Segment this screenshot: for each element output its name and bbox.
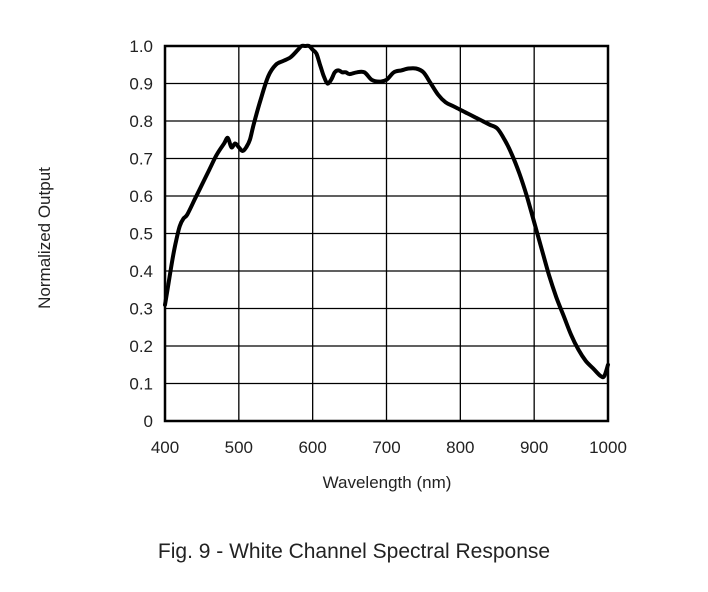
y-tick-label: 0	[144, 412, 153, 431]
y-tick-label: 0.8	[129, 112, 153, 131]
grid-lines	[164, 45, 609, 422]
x-axis-label: Wavelength (nm)	[323, 473, 452, 492]
y-tick-label: 0.9	[129, 75, 153, 94]
x-tick-labels: 400 500 600 700 800 900 1000	[151, 438, 627, 457]
plot-frame	[163, 44, 610, 423]
x-tick-label: 400	[151, 438, 179, 457]
y-tick-label: 0.1	[129, 375, 153, 394]
series-line	[163, 43, 610, 380]
y-tick-label: 0.6	[129, 187, 153, 206]
y-tick-label: 0.2	[129, 337, 153, 356]
figure-caption: Fig. 9 - White Channel Spectral Response	[157, 540, 551, 563]
y-tick-label: 0.7	[129, 150, 153, 169]
y-tick-label: 0.4	[129, 262, 153, 281]
x-tick-label: 800	[446, 438, 474, 457]
x-tick-label: 600	[298, 438, 326, 457]
x-tick-label: 500	[225, 438, 253, 457]
y-tick-label: 0.5	[129, 225, 153, 244]
y-tick-label: 1.0	[129, 37, 153, 56]
x-tick-label: 900	[520, 438, 548, 457]
y-tick-labels: 0 0.1 0.2 0.3 0.4 0.5 0.6 0.7 0.8 0.9 1.0	[129, 37, 153, 431]
y-axis-label: Normalized Output	[35, 167, 54, 309]
y-tick-label: 0.3	[129, 300, 153, 319]
x-tick-label: 1000	[589, 438, 627, 457]
x-tick-label: 700	[372, 438, 400, 457]
